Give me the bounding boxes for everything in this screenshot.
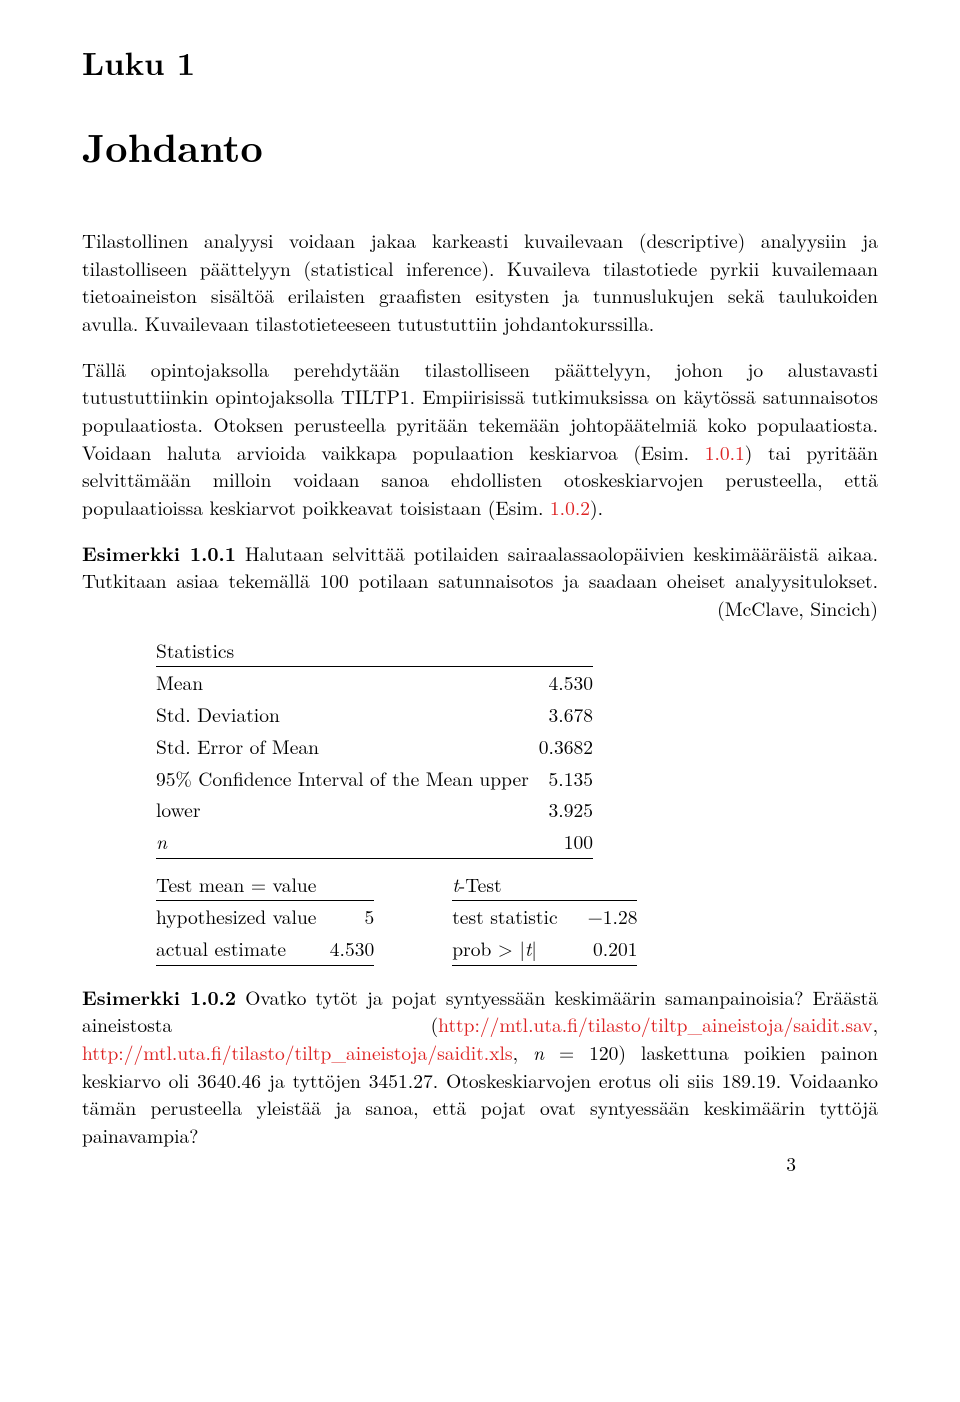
stats-row-label: Std. Error of Mean: [156, 731, 539, 763]
intro-paragraph-2: Tällä opintojaksolla perehdytään tilasto…: [82, 356, 878, 522]
table-row-value: 4.530: [326, 933, 374, 965]
link-example-1-0-2[interactable]: 1.0.2: [550, 493, 590, 521]
table-row-label: actual estimate: [156, 933, 326, 965]
t-test-table: t-Test test statistic−1.28 prob > |t|0.2…: [452, 869, 637, 966]
chapter-label: Luku 1: [82, 40, 878, 85]
stats-n-label: n: [156, 826, 539, 858]
stats-row-label: 95% Confidence Interval of the Mean uppe…: [156, 763, 539, 795]
link-dataset-sav[interactable]: http://mtl.uta.fi/tilasto/tiltp_aineisto…: [438, 1010, 872, 1038]
chapter-title: Johdanto: [82, 119, 878, 174]
stats-row-value: 5.135: [539, 763, 593, 795]
intro-paragraph-1: Tilastollinen analyysi voidaan jakaa kar…: [82, 227, 878, 338]
stats-row-value: 3.925: [539, 794, 593, 826]
mean-test-header: Test mean = value: [156, 869, 374, 901]
example-1-0-1-label: Esimerkki 1.0.1: [82, 539, 236, 567]
stats-row-value: 3.678: [539, 699, 593, 731]
table-row-label: prob > |t|: [452, 933, 567, 965]
statistics-table: Statistics Mean4.530 Std. Deviation3.678…: [156, 635, 878, 859]
stats-row-value: 0.3682: [539, 731, 593, 763]
table-row-value: 0.201: [568, 933, 638, 965]
example-1-0-2: Esimerkki 1.0.2 Ovatko tytöt ja pojat sy…: [82, 984, 878, 1150]
example-1-0-2-label: Esimerkki 1.0.2: [82, 983, 236, 1011]
stats-row-value: 4.530: [539, 667, 593, 699]
stats-row-label: lower: [156, 794, 539, 826]
table-row-label: test statistic: [452, 901, 567, 933]
example-1-0-1: Esimerkki 1.0.1 Halutaan selvittää potil…: [82, 540, 878, 595]
stats-row-label: Std. Deviation: [156, 699, 539, 731]
mean-test-table: Test mean = value hypothesized value5 ac…: [156, 869, 374, 966]
stats-header: Statistics: [156, 635, 593, 667]
t-test-header: t-Test: [452, 869, 637, 901]
table-row-value: −1.28: [568, 901, 638, 933]
page-number: 3: [786, 1150, 796, 1178]
stats-row-label: Mean: [156, 667, 539, 699]
table-row-label: hypothesized value: [156, 901, 326, 933]
table-row-value: 5: [326, 901, 374, 933]
link-dataset-xls[interactable]: http://mtl.uta.fi/tilasto/tiltp_aineisto…: [82, 1038, 513, 1066]
stats-n-value: 100: [539, 826, 593, 858]
link-example-1-0-1[interactable]: 1.0.1: [705, 438, 745, 466]
